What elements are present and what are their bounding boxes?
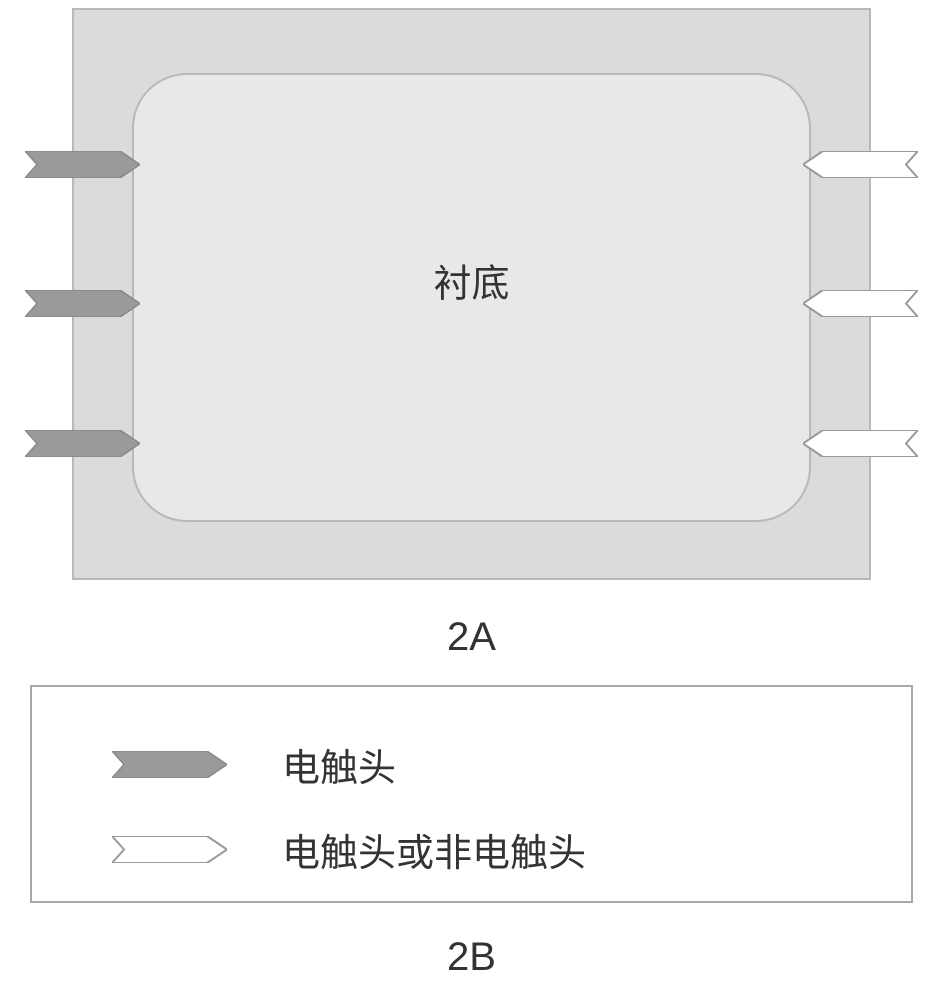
figure-2a-caption: 2A [447, 615, 496, 660]
legend-filled-label: 电触头 [282, 737, 396, 792]
substrate-label: 衬底 [433, 252, 509, 307]
contact-arrow-left-3 [25, 430, 140, 457]
figure-2b-legend: 电触头 电触头或非电触头 [30, 685, 913, 903]
legend-outline-arrow-icon [112, 836, 227, 863]
contact-arrow-right-1 [803, 151, 918, 178]
figure-2a-container: 衬底 [72, 8, 871, 580]
legend-item-outline: 电触头或非电触头 [112, 822, 586, 877]
legend-outline-label: 电触头或非电触头 [282, 822, 586, 877]
contact-arrow-left-2 [25, 290, 140, 317]
contact-arrow-right-2 [803, 290, 918, 317]
contact-arrow-left-1 [25, 151, 140, 178]
legend-item-filled: 电触头 [112, 737, 396, 792]
contact-arrow-right-3 [803, 430, 918, 457]
legend-filled-arrow-icon [112, 751, 227, 778]
substrate-region: 衬底 [132, 73, 811, 522]
figure-2b-caption: 2B [447, 935, 496, 980]
